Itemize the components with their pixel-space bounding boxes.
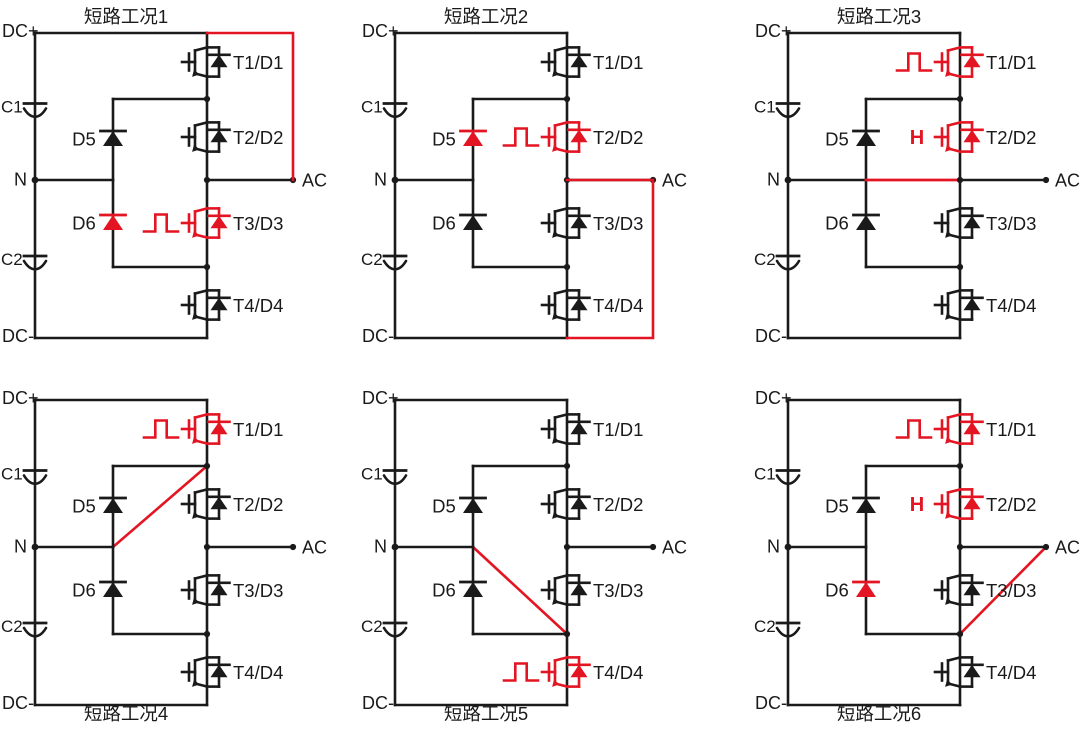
svg-text:T1/D1: T1/D1 [233, 419, 283, 440]
svg-text:T2/D2: T2/D2 [986, 127, 1036, 148]
svg-text:D5: D5 [432, 496, 456, 517]
svg-text:C1: C1 [1, 98, 23, 117]
svg-text:D5: D5 [72, 129, 96, 150]
svg-text:T3/D3: T3/D3 [986, 213, 1036, 234]
svg-text:T4/D4: T4/D4 [986, 295, 1036, 316]
svg-text:T3/D3: T3/D3 [593, 580, 643, 601]
svg-text:D6: D6 [432, 213, 456, 234]
svg-text:短路工况6: 短路工况6 [837, 703, 921, 724]
svg-text:DC+: DC+ [362, 388, 399, 408]
svg-text:AC: AC [662, 171, 687, 191]
svg-text:C1: C1 [754, 465, 776, 484]
svg-text:T2/D2: T2/D2 [986, 494, 1036, 515]
svg-text:D5: D5 [825, 496, 849, 517]
svg-text:T2/D2: T2/D2 [593, 494, 643, 515]
svg-text:H: H [910, 127, 924, 149]
svg-text:AC: AC [1055, 538, 1080, 558]
svg-text:T3/D3: T3/D3 [986, 580, 1036, 601]
svg-text:T2/D2: T2/D2 [233, 494, 283, 515]
svg-text:短路工况4: 短路工况4 [84, 703, 168, 724]
svg-text:DC+: DC+ [755, 388, 792, 408]
svg-text:H: H [910, 494, 924, 516]
svg-text:N: N [14, 537, 27, 557]
svg-text:C1: C1 [1, 465, 23, 484]
svg-text:AC: AC [302, 171, 327, 191]
svg-text:D6: D6 [432, 580, 456, 601]
svg-text:AC: AC [662, 538, 687, 558]
svg-text:T1/D1: T1/D1 [593, 419, 643, 440]
svg-text:C2: C2 [361, 617, 383, 636]
svg-text:C2: C2 [361, 250, 383, 269]
svg-text:N: N [767, 170, 780, 190]
svg-text:C2: C2 [1, 250, 23, 269]
svg-text:DC-: DC- [2, 326, 34, 346]
svg-text:T4/D4: T4/D4 [233, 295, 283, 316]
svg-text:C2: C2 [1, 617, 23, 636]
svg-text:T3/D3: T3/D3 [593, 213, 643, 234]
svg-text:C1: C1 [361, 465, 383, 484]
svg-text:C2: C2 [754, 250, 776, 269]
svg-text:D6: D6 [825, 213, 849, 234]
svg-text:DC-: DC- [362, 693, 394, 713]
svg-text:C1: C1 [754, 98, 776, 117]
svg-text:DC-: DC- [2, 693, 34, 713]
svg-text:DC-: DC- [362, 326, 394, 346]
svg-text:T2/D2: T2/D2 [593, 127, 643, 148]
svg-text:短路工况3: 短路工况3 [837, 6, 921, 27]
svg-text:C2: C2 [754, 617, 776, 636]
svg-text:T4/D4: T4/D4 [986, 662, 1036, 683]
svg-text:短路工况1: 短路工况1 [84, 6, 168, 27]
svg-text:短路工况2: 短路工况2 [444, 6, 528, 27]
svg-text:N: N [767, 537, 780, 557]
svg-text:T1/D1: T1/D1 [986, 52, 1036, 73]
svg-text:DC+: DC+ [755, 21, 792, 41]
svg-text:DC+: DC+ [2, 388, 39, 408]
svg-text:N: N [374, 170, 387, 190]
svg-text:DC+: DC+ [362, 21, 399, 41]
svg-text:T4/D4: T4/D4 [233, 662, 283, 683]
svg-text:短路工况5: 短路工况5 [444, 703, 528, 724]
svg-text:T1/D1: T1/D1 [986, 419, 1036, 440]
svg-text:AC: AC [1055, 171, 1080, 191]
svg-text:T3/D3: T3/D3 [233, 580, 283, 601]
svg-text:T1/D1: T1/D1 [233, 52, 283, 73]
svg-text:D5: D5 [72, 496, 96, 517]
svg-text:T2/D2: T2/D2 [233, 127, 283, 148]
svg-text:AC: AC [302, 538, 327, 558]
svg-text:D6: D6 [72, 213, 96, 234]
svg-text:N: N [374, 537, 387, 557]
svg-text:N: N [14, 170, 27, 190]
svg-text:D6: D6 [825, 580, 849, 601]
svg-text:D6: D6 [72, 580, 96, 601]
svg-text:T4/D4: T4/D4 [593, 662, 643, 683]
svg-text:DC-: DC- [755, 326, 787, 346]
svg-text:DC+: DC+ [2, 21, 39, 41]
svg-text:D5: D5 [825, 129, 849, 150]
svg-text:DC-: DC- [755, 693, 787, 713]
svg-text:T3/D3: T3/D3 [233, 213, 283, 234]
svg-text:T4/D4: T4/D4 [593, 295, 643, 316]
svg-text:C1: C1 [361, 98, 383, 117]
svg-text:T1/D1: T1/D1 [593, 52, 643, 73]
svg-text:D5: D5 [432, 129, 456, 150]
